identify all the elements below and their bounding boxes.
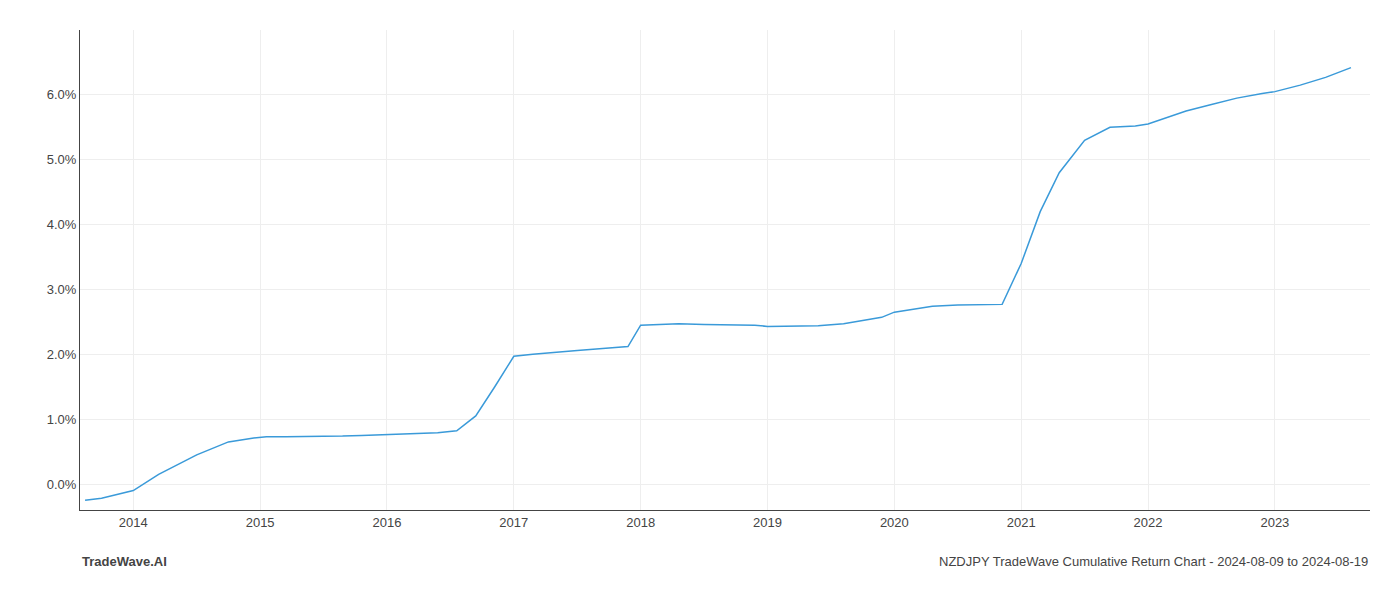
svg-text:2016: 2016	[372, 515, 401, 530]
svg-text:2019: 2019	[753, 515, 782, 530]
svg-text:2017: 2017	[499, 515, 528, 530]
svg-text:4.0%: 4.0%	[47, 217, 77, 232]
svg-text:TradeWave.AI: TradeWave.AI	[82, 554, 167, 569]
svg-text:6.0%: 6.0%	[47, 87, 77, 102]
svg-text:2.0%: 2.0%	[47, 347, 77, 362]
svg-text:2018: 2018	[626, 515, 655, 530]
svg-text:3.0%: 3.0%	[47, 282, 77, 297]
svg-text:2022: 2022	[1134, 515, 1163, 530]
svg-text:1.0%: 1.0%	[47, 412, 77, 427]
svg-text:NZDJPY TradeWave Cumulative Re: NZDJPY TradeWave Cumulative Return Chart…	[939, 554, 1368, 569]
svg-text:2014: 2014	[119, 515, 148, 530]
svg-text:5.0%: 5.0%	[47, 152, 77, 167]
svg-text:0.0%: 0.0%	[47, 477, 77, 492]
svg-text:2023: 2023	[1260, 515, 1289, 530]
svg-text:2021: 2021	[1007, 515, 1036, 530]
svg-text:2015: 2015	[246, 515, 275, 530]
svg-text:2020: 2020	[880, 515, 909, 530]
